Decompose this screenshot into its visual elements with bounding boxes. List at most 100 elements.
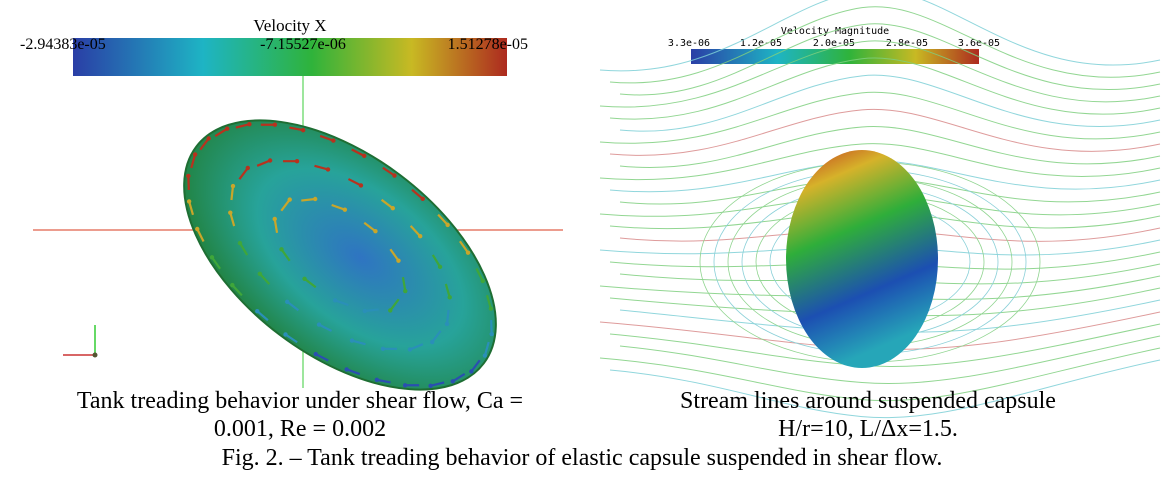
arrow: [286, 300, 300, 312]
arrow: [351, 148, 365, 157]
arrow-head: [195, 226, 200, 232]
arrow-head: [186, 173, 191, 179]
arrow-head: [300, 127, 306, 133]
arrow: [475, 268, 484, 282]
arrow: [445, 309, 450, 325]
arrow: [190, 154, 197, 169]
arrow: [256, 310, 269, 322]
stream-line: [619, 335, 1161, 385]
arrow: [459, 240, 469, 254]
arrow: [452, 373, 466, 383]
arrow: [196, 228, 205, 242]
arrow: [229, 212, 236, 227]
arrow-head: [417, 233, 423, 239]
stream-line: [599, 347, 1161, 402]
arrow-head: [465, 250, 471, 255]
arrow-head: [313, 196, 318, 202]
arrow: [303, 277, 317, 289]
arrow: [289, 126, 304, 132]
stream-line: [609, 6, 1161, 84]
arrow-head: [294, 158, 300, 164]
arrow-head: [237, 240, 243, 246]
arrow-head: [374, 377, 380, 383]
panel-caption: 0.001, Re = 0.002: [214, 416, 386, 442]
arrow: [231, 284, 243, 297]
arrow-head: [445, 222, 450, 228]
colorbar-label: 1.51278e-05: [448, 36, 528, 53]
arrow: [318, 323, 333, 332]
arrow: [238, 242, 249, 256]
colorbar: [73, 38, 507, 76]
colorbar-label: -2.94383e-05: [20, 36, 106, 53]
arrow-head: [402, 383, 408, 388]
stream-line: [609, 108, 1161, 156]
arrow-head: [287, 197, 292, 202]
arrow-head: [332, 298, 338, 303]
arrow-head: [390, 206, 395, 211]
arrow-head: [209, 255, 215, 260]
arrow: [211, 256, 221, 270]
colorbar-title: Velocity X: [253, 16, 326, 35]
colorbar-label: 1.2e-05: [740, 38, 782, 49]
stream-line: [619, 74, 1161, 132]
arrow-head: [450, 379, 455, 384]
stream-line: [619, 125, 1161, 168]
arrow: [431, 330, 442, 343]
arrow-head: [257, 271, 263, 277]
arrow: [314, 164, 329, 171]
right-panel: Velocity Magnitude 3.3e-06 1.2e-05 2.0e-…: [599, 0, 1161, 419]
colorbar-title: Velocity Magnitude: [781, 26, 889, 37]
arrow: [411, 188, 424, 200]
colorbar-label: -7.15527e-06: [260, 36, 346, 53]
arrow-head: [302, 276, 307, 281]
arrow-head: [283, 332, 288, 337]
stream-line: [599, 143, 1161, 181]
arrow-head: [186, 199, 192, 204]
arrow: [490, 319, 493, 335]
arrow: [331, 203, 346, 211]
arrow: [214, 127, 228, 137]
arrow-head: [247, 122, 252, 127]
arrow: [431, 254, 442, 268]
arrow: [284, 333, 298, 344]
arrow: [409, 225, 421, 237]
arrow: [346, 368, 361, 376]
arrow-head: [313, 351, 318, 357]
arrow: [389, 298, 400, 312]
arrow-head: [489, 331, 494, 337]
left-panel: Velocity X -2.94383e-05 -7.15527e-06 1.5…: [20, 16, 563, 391]
arrow: [444, 283, 451, 298]
arrow-head: [403, 288, 408, 294]
colorbar: [691, 49, 979, 64]
stream-line: [609, 57, 1161, 120]
arrow: [235, 123, 250, 129]
arrow-head: [331, 138, 336, 143]
panel-caption: Tank treading behavior under shear flow,…: [77, 388, 523, 414]
velocity-arrows: [186, 122, 494, 388]
arrow-head: [279, 247, 284, 252]
arrow: [259, 273, 271, 285]
arrow: [437, 213, 449, 226]
arrow: [315, 353, 329, 362]
arrow: [485, 294, 492, 309]
arrow-head: [488, 306, 494, 311]
stream-line: [599, 0, 1161, 72]
arrow-head: [230, 183, 236, 189]
arrow: [238, 167, 249, 180]
arrow-head: [316, 322, 322, 327]
arrow-head: [447, 295, 452, 300]
stream-line: [619, 23, 1161, 96]
colorbar-label: 2.8e-05: [886, 38, 928, 49]
arrow: [256, 159, 271, 167]
arrow-head: [325, 167, 331, 172]
panel-caption: H/r=10, L/Δx=1.5.: [778, 416, 958, 442]
arrow: [280, 198, 291, 212]
capsule: [786, 150, 938, 368]
arrow: [389, 248, 400, 262]
arrow-head: [267, 158, 273, 163]
arrow-head: [396, 258, 401, 263]
arrow: [351, 339, 366, 346]
capsule: [183, 119, 497, 391]
arrow: [319, 134, 334, 142]
